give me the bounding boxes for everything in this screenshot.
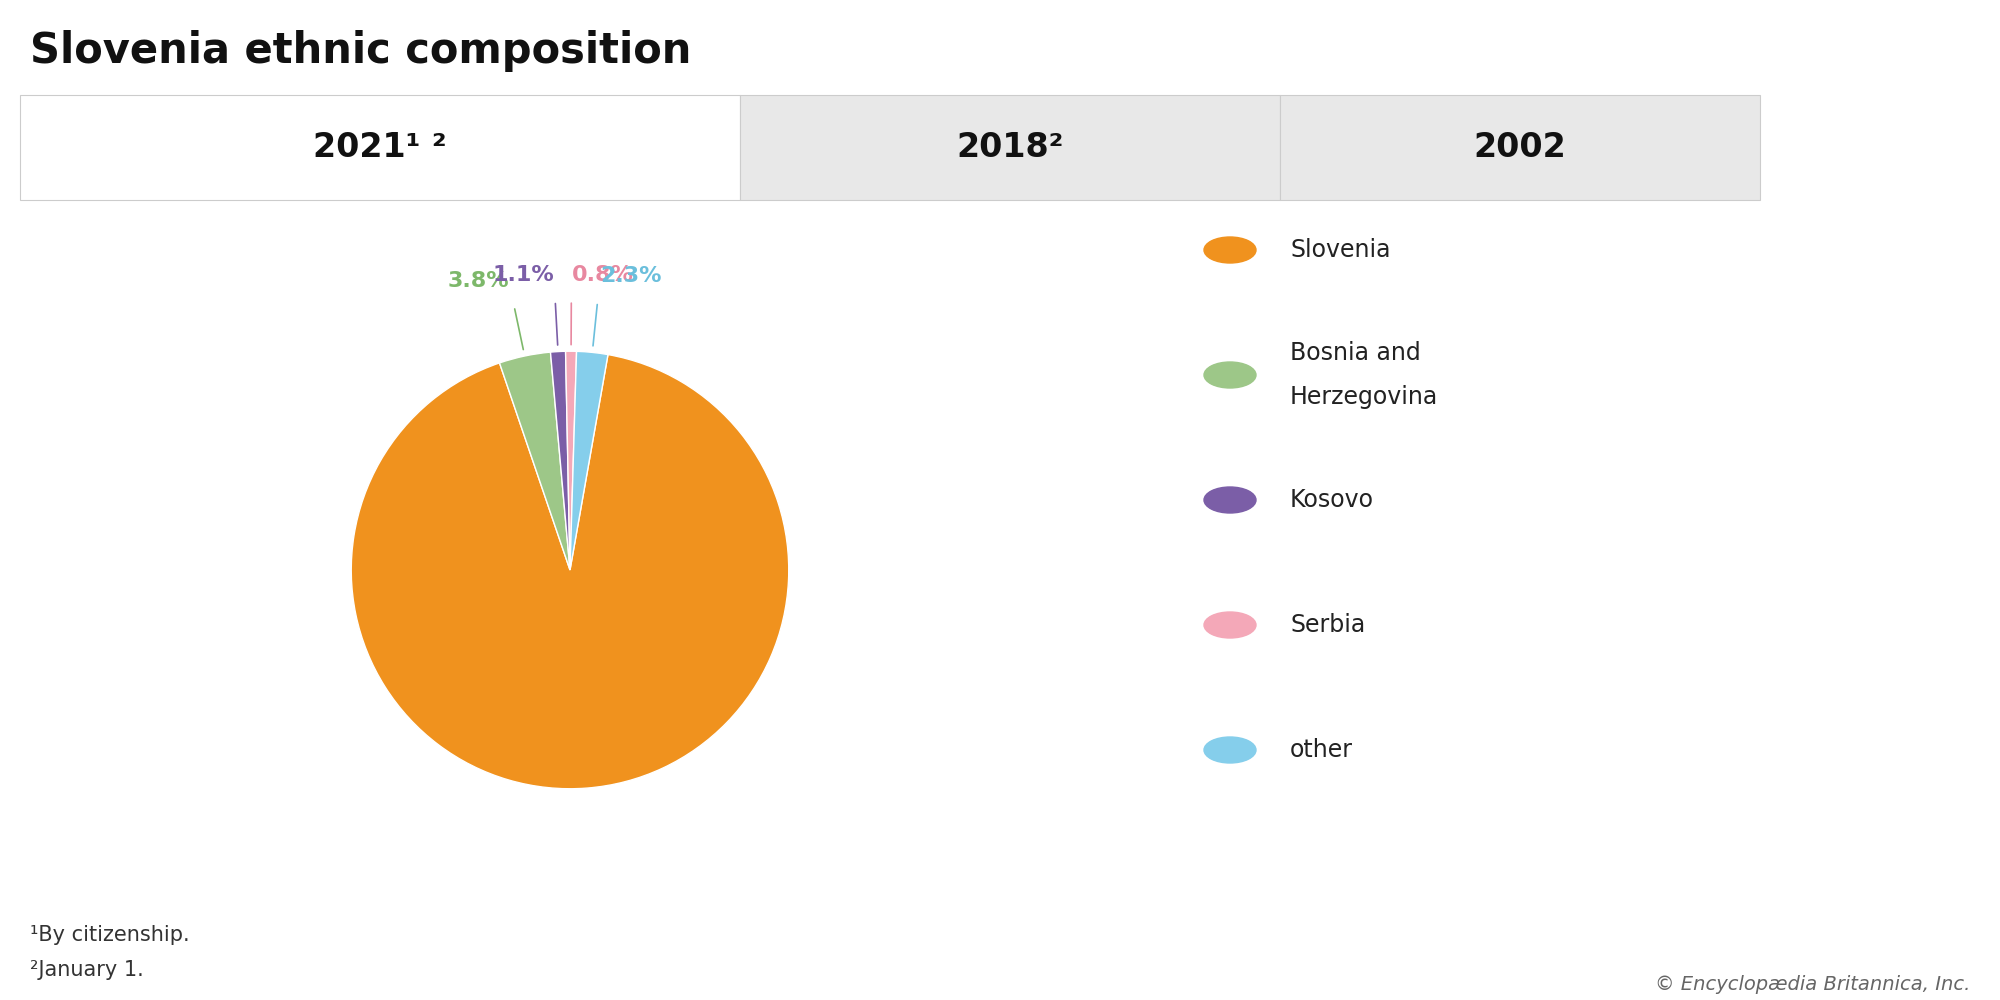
Text: 2.3%: 2.3% — [600, 266, 662, 286]
Wedge shape — [566, 351, 576, 570]
Text: 92.0%: 92.0% — [528, 710, 620, 736]
Text: 2002: 2002 — [1474, 131, 1566, 164]
Text: Serbia: Serbia — [1290, 613, 1366, 637]
Text: ¹By citizenship.: ¹By citizenship. — [30, 925, 190, 945]
Text: 1.1%: 1.1% — [492, 265, 554, 285]
Wedge shape — [500, 352, 570, 570]
Text: Herzegovina: Herzegovina — [1290, 385, 1438, 409]
Text: 2018²: 2018² — [956, 131, 1064, 164]
Wedge shape — [352, 355, 788, 789]
Wedge shape — [550, 351, 570, 570]
Text: ²January 1.: ²January 1. — [30, 960, 144, 980]
Text: © Encyclopædia Britannica, Inc.: © Encyclopædia Britannica, Inc. — [1654, 975, 1970, 994]
Text: Slovenia ethnic composition: Slovenia ethnic composition — [30, 30, 692, 72]
Text: Bosnia and: Bosnia and — [1290, 341, 1420, 365]
Text: Kosovo: Kosovo — [1290, 488, 1374, 512]
Text: 3.8%: 3.8% — [448, 271, 508, 291]
Wedge shape — [570, 351, 608, 570]
Text: 0.8%: 0.8% — [572, 265, 634, 285]
Text: Slovenia: Slovenia — [1290, 238, 1390, 262]
Text: 2021¹ ²: 2021¹ ² — [314, 131, 446, 164]
Text: other: other — [1290, 738, 1352, 762]
